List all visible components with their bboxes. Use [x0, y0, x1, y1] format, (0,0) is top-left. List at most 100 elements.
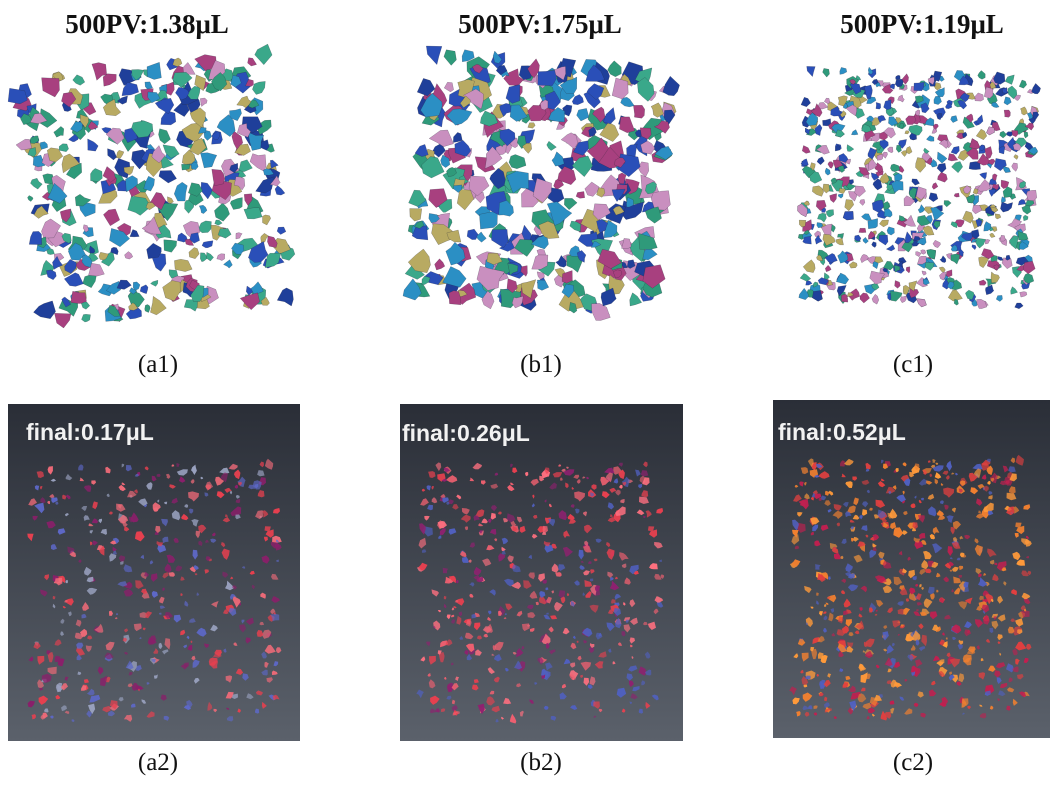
particle: [979, 280, 986, 285]
particle: [630, 293, 642, 306]
particle: [1023, 215, 1028, 221]
particle: [145, 305, 151, 313]
particle: [59, 144, 68, 152]
particle: [1004, 110, 1010, 117]
particle: [807, 66, 816, 76]
particle: [890, 164, 899, 172]
particle: [202, 241, 213, 248]
particle: [965, 290, 974, 300]
particle: [1019, 80, 1026, 88]
particle: [608, 61, 622, 77]
particle: [576, 192, 585, 199]
particle: [847, 145, 854, 152]
particle: [199, 205, 207, 213]
particle: [884, 100, 892, 110]
particle: [843, 211, 853, 220]
particle: [925, 262, 934, 270]
particle: [803, 260, 815, 273]
panel-caption: (c2): [893, 749, 933, 776]
particle: [812, 291, 822, 302]
particle: [946, 270, 952, 277]
particle: [16, 139, 32, 150]
particle: [201, 153, 217, 168]
residual-rendering: [400, 404, 683, 741]
particle: [103, 74, 116, 86]
particle: [860, 293, 870, 303]
particle: [509, 155, 526, 169]
panel-caption: (b1): [520, 351, 562, 378]
particle: [147, 62, 161, 79]
particle: [799, 220, 806, 227]
particle: [909, 125, 923, 136]
particle: [976, 115, 983, 124]
particle: [888, 147, 894, 153]
particle: [55, 656, 61, 663]
particle: [840, 67, 847, 74]
particle: [887, 227, 894, 235]
particle: [898, 95, 905, 102]
particle: [830, 194, 837, 203]
particle: [244, 208, 262, 219]
particle: [824, 98, 830, 104]
particle: [986, 127, 994, 135]
particle: [426, 46, 442, 65]
particle: [1006, 132, 1013, 137]
particle: [443, 267, 467, 288]
particle: [1032, 83, 1041, 94]
particle: [1011, 287, 1018, 295]
panel-label: final:0.26μL: [402, 420, 530, 446]
particle: [8, 88, 27, 104]
particle: [236, 233, 242, 239]
particle: [125, 252, 133, 260]
particle: [1023, 261, 1035, 274]
particle: [81, 302, 90, 309]
particle: [538, 70, 557, 86]
particle: [934, 96, 942, 105]
particle: [224, 260, 233, 268]
particle: [948, 154, 958, 161]
particle: [103, 209, 119, 226]
panel-title: 500PV:1.19μL: [840, 9, 1004, 39]
particle: [837, 233, 843, 239]
particle: [603, 108, 615, 124]
panel-label: final:0.17μL: [26, 419, 154, 445]
particle: [861, 214, 871, 221]
panel-label: final:0.52μL: [778, 419, 906, 445]
particle: [906, 267, 910, 273]
particle: [82, 314, 91, 322]
particle: [457, 189, 474, 210]
particle: [951, 146, 959, 154]
particle: [1012, 130, 1018, 137]
particle: [923, 279, 929, 285]
particle: [985, 285, 993, 295]
panel-caption: (b2): [520, 749, 562, 776]
particle-rendering: [403, 46, 680, 321]
particle: [1003, 166, 1010, 172]
panel-title: 500PV:1.75μL: [458, 9, 622, 39]
particle: [528, 123, 535, 128]
particle: [217, 254, 225, 261]
particle: [88, 139, 99, 151]
particle: [868, 148, 877, 160]
particle: [34, 301, 56, 319]
particle: [564, 198, 577, 209]
particle: [55, 313, 71, 328]
particle: [916, 252, 921, 257]
particle: [839, 188, 846, 193]
particle: [248, 58, 257, 66]
render-background: [773, 400, 1050, 738]
particle: [46, 270, 56, 280]
panel-title: 500PV:1.38μL: [65, 9, 229, 39]
particle: [860, 199, 865, 205]
particle: [145, 82, 153, 89]
particle: [998, 256, 1004, 260]
particle: [944, 201, 951, 207]
particle: [1015, 303, 1024, 309]
particle: [1022, 205, 1031, 214]
particle: [921, 250, 926, 255]
particle: [189, 248, 199, 259]
particle: [163, 145, 179, 159]
particle: [972, 245, 976, 250]
particle: [863, 237, 869, 243]
particle: [926, 136, 934, 142]
